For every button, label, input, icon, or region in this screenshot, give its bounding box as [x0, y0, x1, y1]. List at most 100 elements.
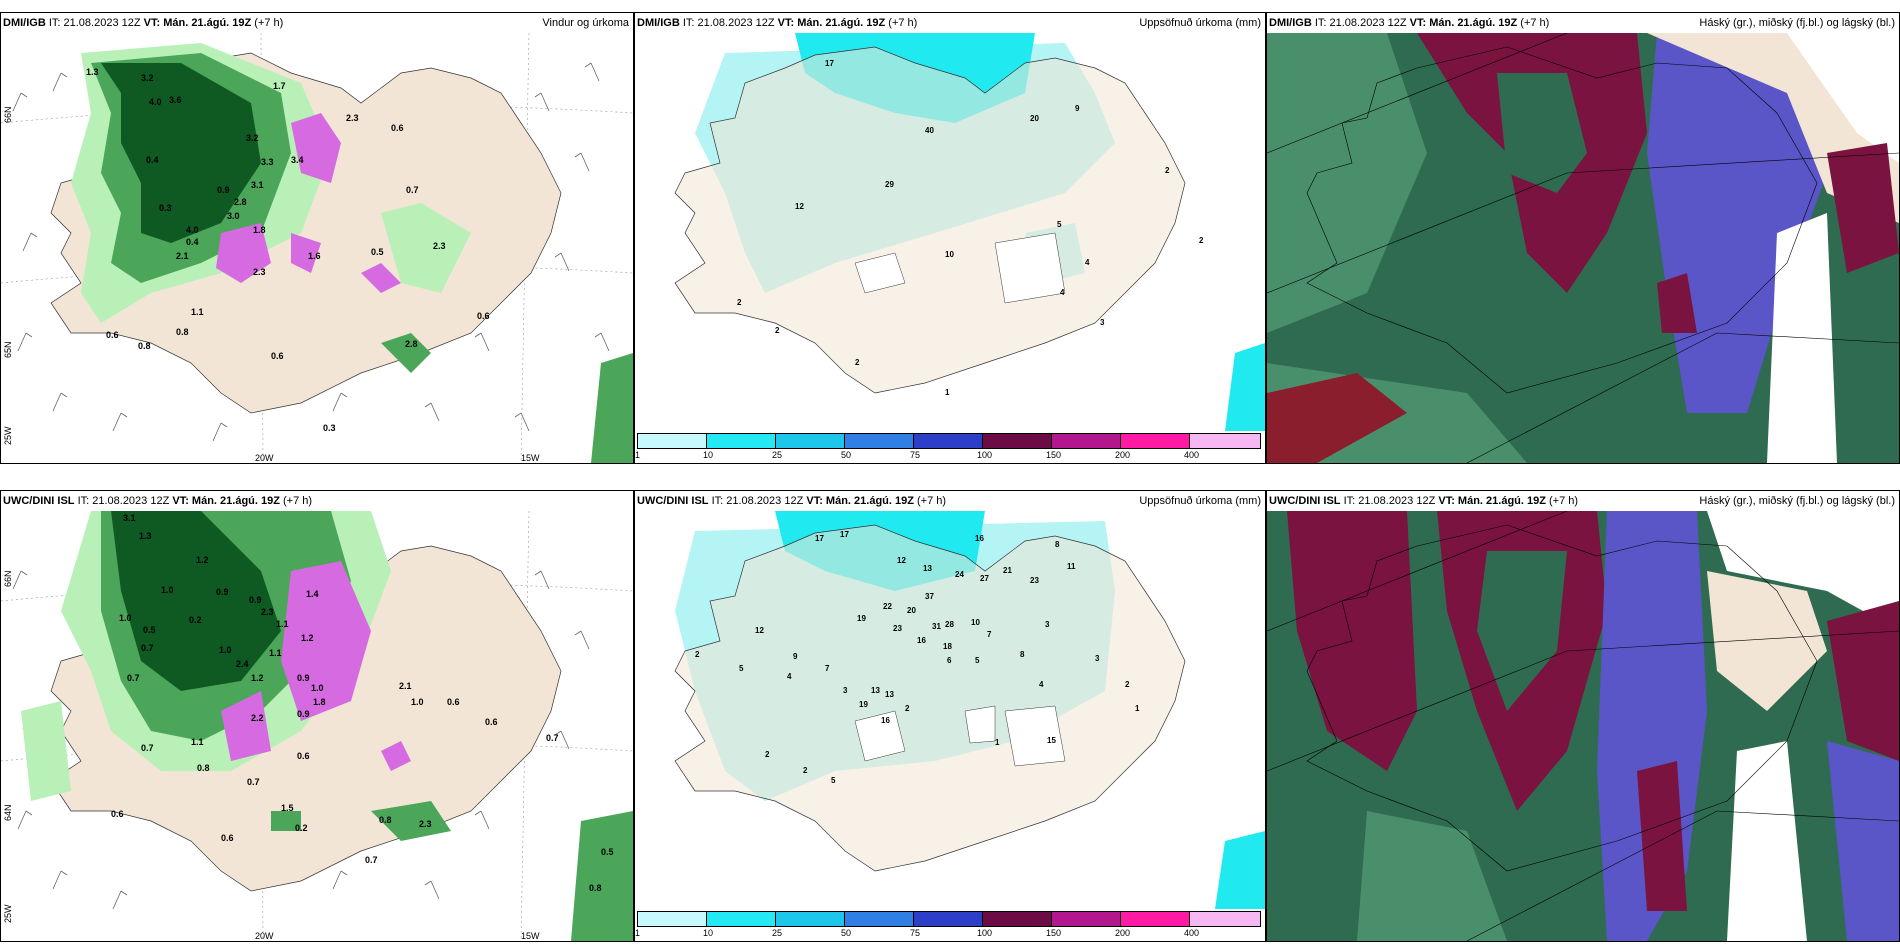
- lead-time: (+7 h): [283, 495, 313, 507]
- panel-header: DMI/IGB IT: 21.08.2023 12Z VT: Mán. 21.á…: [1, 13, 633, 33]
- colorbar: 1 10 25 50 75 100 150 200 400: [635, 433, 1265, 463]
- valid-time: Mán. 21.ágú. 19Z: [1457, 495, 1546, 507]
- accum-label: 21: [1003, 566, 1012, 575]
- init-time: IT: 21.08.2023 12Z: [711, 495, 804, 507]
- valid-time-label: VT:: [143, 17, 161, 29]
- accum-label: 3: [1095, 654, 1100, 663]
- accum-label: 2: [1199, 236, 1204, 245]
- precip-label: 4.0: [186, 225, 199, 235]
- colorbar-tick: 400: [1184, 928, 1200, 938]
- colorbar-tick: 75: [910, 928, 921, 938]
- valid-time: Mán. 21.ágú. 19Z: [797, 17, 886, 29]
- accum-label: 3: [843, 686, 848, 695]
- panel-title: Háský (gr.), miðský (fj.bl.) og lágský (…: [1699, 17, 1895, 29]
- colorbar-swatch: [775, 911, 846, 927]
- valid-time: Mán. 21.ágú. 19Z: [825, 495, 914, 507]
- accum-label: 18: [943, 642, 952, 651]
- precip-label: 1.0: [311, 683, 324, 693]
- precip-label: 0.7: [141, 643, 154, 653]
- accum-label: 5: [831, 776, 836, 785]
- accum-label: 2: [905, 704, 910, 713]
- accum-label: 3: [1100, 318, 1105, 327]
- colorbar-swatch: [637, 911, 708, 927]
- precip-label: 1.1: [191, 737, 204, 747]
- accum-label: 13: [923, 564, 932, 573]
- colorbar-tick: 1: [635, 450, 641, 460]
- precip-label: 2.3: [261, 607, 274, 617]
- accum-label: 2: [1165, 166, 1170, 175]
- colorbar-tick: 75: [910, 450, 921, 460]
- panel-bottom-accum: UWC/DINI ISL IT: 21.08.2023 12Z VT: Mán.…: [634, 490, 1266, 942]
- lead-time: (+7 h): [1549, 495, 1579, 507]
- lat-label-65n: 65N: [3, 341, 13, 358]
- model-name: UWC/DINI ISL: [3, 495, 75, 507]
- model-name: DMI/IGB: [1269, 17, 1312, 29]
- precip-label: 1.5: [281, 803, 294, 813]
- lat-label-25w: 25W: [3, 426, 13, 445]
- lead-time: (+7 h): [888, 17, 918, 29]
- colorbar: 1 10 25 50 75 100 150 200 400: [635, 911, 1265, 941]
- accum-label: 15: [1047, 736, 1056, 745]
- colorbar-tick: 25: [772, 450, 783, 460]
- accum-label: 4: [787, 672, 792, 681]
- accum-label: 23: [893, 624, 902, 633]
- accum-label: 5: [975, 656, 980, 665]
- panel-bottom-wind: UWC/DINI ISL IT: 21.08.2023 12Z VT: Mán.…: [0, 490, 634, 942]
- model-name: UWC/DINI ISL: [1269, 495, 1341, 507]
- valid-time-label: VT:: [1409, 17, 1427, 29]
- precip-label: 1.3: [139, 531, 152, 541]
- valid-time-label: VT:: [172, 495, 189, 507]
- accum-label: 24: [955, 570, 964, 579]
- colorbar-tick: 10: [703, 450, 714, 460]
- colorbar-tick: 25: [772, 928, 783, 938]
- precip-label: 1.2: [251, 673, 264, 683]
- init-time: IT: 21.08.2023 12Z: [682, 17, 775, 29]
- precip-label: 1.8: [253, 225, 266, 235]
- colorbar-tick: 50: [841, 928, 852, 938]
- precip-label: 0.5: [143, 625, 156, 635]
- precip-label: 3.2: [246, 133, 259, 143]
- panel-title: Vindur og úrkoma: [542, 17, 629, 29]
- valid-time: Mán. 21.ágú. 19Z: [191, 495, 280, 507]
- accum-label: 11: [1067, 562, 1076, 571]
- precip-label: 0.7: [127, 673, 140, 683]
- precip-label: 0.7: [406, 185, 419, 195]
- colorbar-tick: 150: [1046, 450, 1062, 460]
- lat-label-66n: 66N: [3, 106, 13, 123]
- init-time: IT: 21.08.2023 12Z: [77, 495, 170, 507]
- valid-time-label: VT:: [806, 495, 823, 507]
- accum-label: 7: [825, 664, 830, 673]
- init-time: IT: 21.08.2023 12Z: [1314, 17, 1407, 29]
- colorbar-swatch: [1120, 911, 1191, 927]
- lon-label-20w: 20W: [255, 453, 274, 463]
- init-time: IT: 21.08.2023 12Z: [1343, 495, 1436, 507]
- panel-header: DMI/IGB IT: 21.08.2023 12Z VT: Mán. 21.á…: [1267, 13, 1899, 33]
- precip-label: 3.1: [251, 180, 264, 190]
- precip-label: 2.3: [253, 267, 266, 277]
- precip-label: 0.7: [546, 733, 559, 743]
- precip-label: 2.3: [346, 113, 359, 123]
- precip-label: 1.1: [276, 619, 289, 629]
- accum-label: 22: [883, 602, 892, 611]
- accum-label: 7: [987, 630, 992, 639]
- panel-header: UWC/DINI ISL IT: 21.08.2023 12Z VT: Mán.…: [1267, 491, 1899, 511]
- accum-label: 1: [1135, 704, 1140, 713]
- accum-label: 17: [815, 534, 824, 543]
- lead-time: (+7 h): [254, 17, 284, 29]
- colorbar-swatch: [1051, 911, 1122, 927]
- lat-label-64n: 64N: [3, 804, 13, 821]
- precip-labels: 1.3 3.2 1.7 4.0 3.6 0.6 3.2 2.3 0.4 3.3 …: [86, 67, 490, 433]
- precip-label: 0.9: [249, 595, 262, 605]
- precip-label: 0.6: [391, 123, 404, 133]
- precip-label: 0.8: [176, 327, 189, 337]
- precip-label: 3.2: [141, 73, 154, 83]
- colorbar-swatch: [706, 911, 777, 927]
- accum-label: 13: [885, 690, 894, 699]
- precip-label: 0.9: [297, 673, 310, 683]
- accum-label: 10: [971, 618, 980, 627]
- accum-label: 2: [695, 650, 700, 659]
- precip-label: 1.1: [269, 648, 282, 658]
- accum-label: 16: [917, 636, 926, 645]
- precip-label: 0.8: [589, 883, 602, 893]
- colorbar-swatch: [913, 911, 984, 927]
